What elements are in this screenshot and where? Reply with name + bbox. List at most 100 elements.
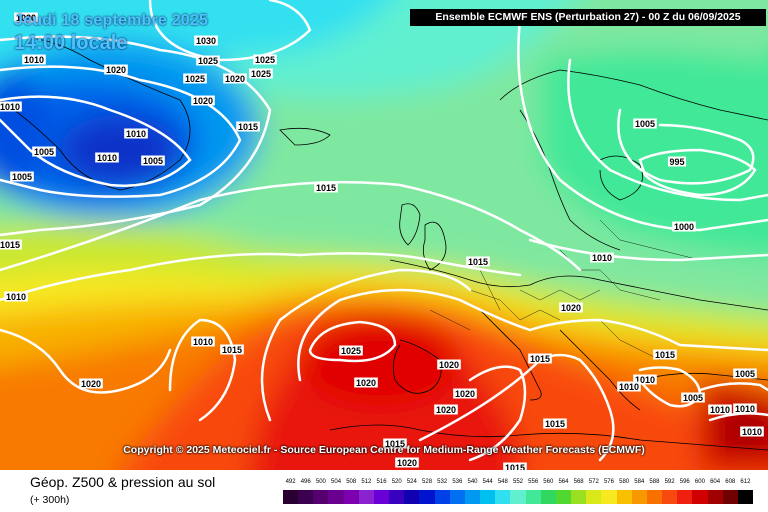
- scale-swatch: [692, 490, 708, 504]
- scale-swatch: [646, 490, 663, 504]
- isobar-label-bg: [681, 392, 705, 403]
- isobar-label-bg: [79, 378, 103, 389]
- scale-swatch: [419, 490, 436, 504]
- isobar-label: 1015: [530, 354, 550, 364]
- isobar-label-bg: [453, 388, 477, 399]
- isobar-label: 1010: [592, 253, 612, 263]
- isobar-label: 1015: [385, 439, 405, 449]
- isobar-label: 1020: [106, 65, 126, 75]
- isobar-label: 1020: [561, 303, 581, 313]
- isobar-label: 1020: [439, 360, 459, 370]
- scale-swatch: [677, 490, 693, 504]
- isobar-label: 1015: [316, 183, 336, 193]
- isobar-label: 995: [669, 157, 684, 167]
- isobar-label: 1010: [0, 102, 20, 112]
- scale-swatch: [631, 490, 648, 504]
- forecast-map: 1020 1030 1010 1020 1025 1025 1025 1025 1020 1020…: [0, 0, 768, 470]
- isobar-label-bg: [32, 146, 56, 157]
- isobar-label: 1005: [635, 119, 655, 129]
- isobar-label-bg: [528, 353, 552, 364]
- isobar-label: 1025: [255, 55, 275, 65]
- scale-swatch: [464, 490, 481, 504]
- scale-tick-label: 588: [649, 479, 660, 485]
- isobar-label-bg: [183, 73, 207, 84]
- scale-tick-label: 572: [588, 479, 599, 485]
- isobar-label: 1015: [545, 419, 565, 429]
- scale-swatch: [707, 490, 724, 504]
- isobar-label-bg: [141, 155, 165, 166]
- isobar-label-bg: [672, 221, 696, 232]
- isobar-label-bg: [4, 291, 28, 302]
- scale-swatch: [555, 490, 572, 504]
- scale-swatch: [389, 490, 405, 504]
- isobar-label: 1015: [655, 350, 675, 360]
- scale-swatch: [571, 490, 587, 504]
- isobar-label: 1015: [468, 257, 488, 267]
- scale-tick-label: 612: [740, 479, 751, 485]
- scale-tick-label: 608: [725, 479, 736, 485]
- scale-tick-label: 580: [619, 479, 630, 485]
- isobar-label: 1005: [12, 172, 32, 182]
- isobar-label: 1025: [198, 56, 218, 66]
- scale-swatch: [601, 490, 618, 504]
- scale-tick-label: 604: [710, 479, 721, 485]
- isobar-label-bg: [633, 118, 657, 129]
- isobar-label: 1020: [193, 96, 213, 106]
- isobar-label: 1010: [735, 404, 755, 414]
- isobar-label: 1010: [97, 153, 117, 163]
- isobar-label-bg: [633, 374, 657, 385]
- scale-swatch: [328, 490, 345, 504]
- isobar-label-bg: [383, 438, 407, 449]
- isobar-label-bg: [667, 156, 687, 167]
- scale-swatch: [525, 490, 542, 504]
- isobar-label: 1020: [436, 405, 456, 415]
- isobar-label-bg: [503, 462, 527, 470]
- scale-swatch: [283, 490, 299, 504]
- isobar-label-bg: [104, 64, 128, 75]
- isobar-labels: 1020 1030 1010 1020 1025 1025 1025 1025 1020 1020…: [0, 12, 764, 470]
- isobar-label: 1025: [341, 346, 361, 356]
- scale-tick-label: 564: [558, 479, 569, 485]
- scale-tick-label: 560: [543, 479, 554, 485]
- scale-tick-label: 544: [482, 479, 493, 485]
- isobar-label-bg: [223, 73, 247, 84]
- isobar-label-bg: [0, 239, 22, 250]
- isobar-label-bg: [95, 152, 119, 163]
- isobar-label: 1005: [34, 147, 54, 157]
- scale-tick-label: 540: [467, 479, 478, 485]
- isobar-label: 1020: [356, 378, 376, 388]
- scale-swatch: [449, 490, 466, 504]
- legend-title: Géop. Z500 & pression au sol: [30, 474, 216, 490]
- isobar-label: 1025: [185, 74, 205, 84]
- scale-swatch: [722, 490, 739, 504]
- isobar-label: 1010: [710, 405, 730, 415]
- isobar-label-bg: [10, 171, 34, 182]
- scale-swatch: [404, 490, 420, 504]
- scale-tick-label: 556: [528, 479, 539, 485]
- forecast-time: 14:00 locale: [14, 32, 128, 54]
- scale-tick-label: 528: [422, 479, 433, 485]
- isobar-label-bg: [314, 182, 338, 193]
- scale-swatch: [737, 490, 754, 504]
- isobar-label: 1010: [635, 375, 655, 385]
- isobar-label-bg: [339, 345, 363, 356]
- isobar-label-bg: [354, 377, 378, 388]
- legend-bar: Géop. Z500 & pression au sol (+ 300h) 49…: [0, 470, 768, 512]
- scale-swatch: [616, 490, 633, 504]
- isobar-label-bg: [236, 121, 260, 132]
- scale-swatch: [343, 490, 360, 504]
- isobar-lines: [0, 0, 768, 460]
- isobar-label-bg: [437, 359, 461, 370]
- scale-tick-label: 508: [346, 479, 357, 485]
- scale-tick-label: 496: [300, 479, 311, 485]
- isobar-label: 1020: [225, 74, 245, 84]
- scale-tick-label: 584: [634, 479, 645, 485]
- isobar-label: 1010: [619, 382, 639, 392]
- isobar-label-bg: [196, 55, 220, 66]
- forecast-date: Jeudi 18 septembre 2025: [14, 12, 209, 29]
- scale-swatch: [586, 490, 602, 504]
- scale-tick-label: 492: [285, 479, 296, 485]
- scale-tick-label: 532: [437, 479, 448, 485]
- scale-swatch: [540, 490, 557, 504]
- isobar-label: 1000: [674, 222, 694, 232]
